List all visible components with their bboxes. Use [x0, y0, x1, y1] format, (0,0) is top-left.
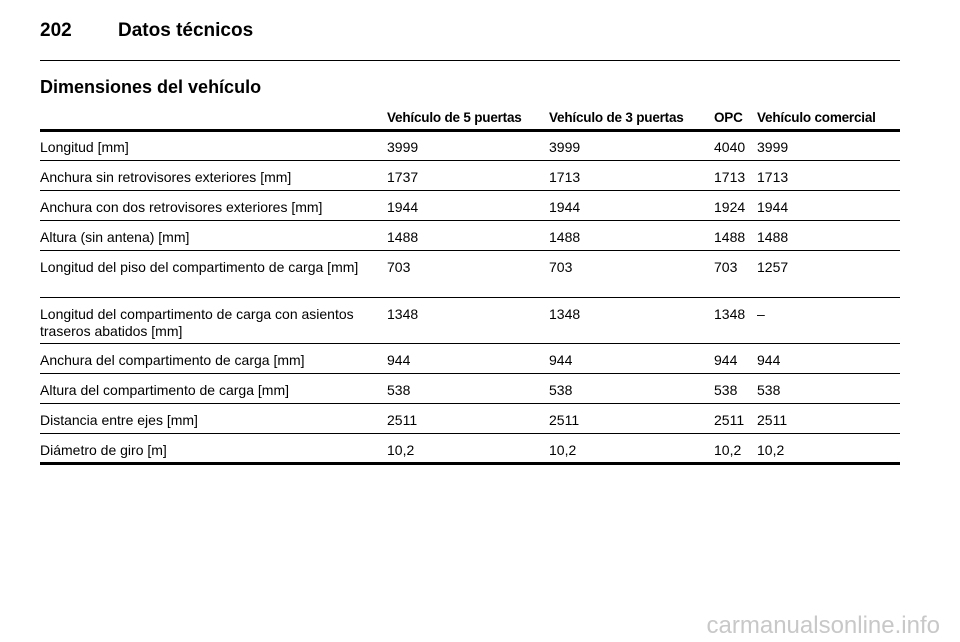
column-header: Vehículo de 3 puertas	[549, 110, 684, 125]
header-rule	[40, 129, 900, 132]
row-divider	[40, 373, 900, 374]
table-cell: 538	[387, 382, 411, 398]
table-cell: 2511	[714, 412, 745, 428]
table-cell: 703	[549, 259, 573, 275]
table-cell: 1713	[757, 169, 789, 185]
table-cell: 538	[757, 382, 781, 398]
table-cell: 1488	[714, 229, 746, 245]
table-cell: 2511	[387, 412, 418, 428]
table-cell: 1488	[387, 229, 419, 245]
table-cell: 10,2	[757, 442, 785, 458]
row-divider	[40, 433, 900, 434]
table-cell: 1713	[714, 169, 746, 185]
table-cell: 1737	[387, 169, 419, 185]
row-divider	[40, 343, 900, 344]
table-cell: 538	[549, 382, 573, 398]
page-number: 202	[40, 20, 72, 41]
table-cell: 1348	[714, 306, 746, 322]
column-header: OPC	[714, 110, 743, 125]
header-rule	[40, 60, 900, 61]
table-cell: Anchura del compartimento de carga [mm]	[40, 352, 305, 368]
table-cell: 703	[714, 259, 738, 275]
column-header: Vehículo comercial	[757, 110, 876, 125]
table-cell: Altura (sin antena) [mm]	[40, 229, 190, 245]
column-header: Vehículo de 5 puertas	[387, 110, 522, 125]
page-title: Datos técnicos	[118, 20, 254, 41]
table-cell: 944	[757, 352, 781, 368]
watermark: carmanualsonline.info	[706, 612, 940, 639]
table-cell: 944	[714, 352, 738, 368]
table-cell: 944	[549, 352, 573, 368]
table-cell: 1488	[757, 229, 789, 245]
section-title: Dimensiones del vehículo	[40, 77, 262, 97]
table-cell: 1257	[757, 259, 789, 275]
table-cell: Longitud [mm]	[40, 139, 129, 155]
table-cell: 1944	[549, 199, 581, 215]
table-cell: 10,2	[387, 442, 415, 458]
table-cell: 1944	[757, 199, 789, 215]
table-cell: 2511	[549, 412, 580, 428]
table-cell: 1944	[387, 199, 419, 215]
row-divider	[40, 403, 900, 404]
row-divider	[40, 297, 900, 298]
table-cell: Diámetro de giro [m]	[40, 442, 167, 458]
table-cell: 4040	[714, 139, 746, 155]
table-cell: 3999	[757, 139, 789, 155]
table-cell: 703	[387, 259, 411, 275]
table-cell: 944	[387, 352, 411, 368]
row-divider	[40, 250, 900, 251]
row-divider	[40, 160, 900, 161]
table-cell: 538	[714, 382, 738, 398]
table-cell: Longitud del compartimento de carga con …	[40, 306, 354, 339]
table-cell: Anchura con dos retrovisores exteriores …	[40, 199, 323, 215]
table-cell: 10,2	[714, 442, 742, 458]
table-cell: Distancia entre ejes [mm]	[40, 412, 198, 428]
row-divider	[40, 190, 900, 191]
table-cell: 10,2	[549, 442, 577, 458]
table-cell: –	[757, 306, 765, 322]
table-cell: 1348	[387, 306, 419, 322]
table-cell: Altura del compartimento de carga [mm]	[40, 382, 289, 398]
table-cell: 2511	[757, 412, 788, 428]
row-divider	[40, 220, 900, 221]
table-cell: 1713	[549, 169, 581, 185]
table-cell: 3999	[387, 139, 419, 155]
table-cell: 3999	[549, 139, 581, 155]
table-cell: 1488	[549, 229, 581, 245]
table-bottom-rule	[40, 462, 900, 465]
table-cell: Longitud del piso del compartimento de c…	[40, 259, 359, 275]
table-cell: 1348	[549, 306, 581, 322]
table-cell: 1924	[714, 199, 746, 215]
table-cell: Anchura sin retrovisores exteriores [mm]	[40, 169, 292, 185]
